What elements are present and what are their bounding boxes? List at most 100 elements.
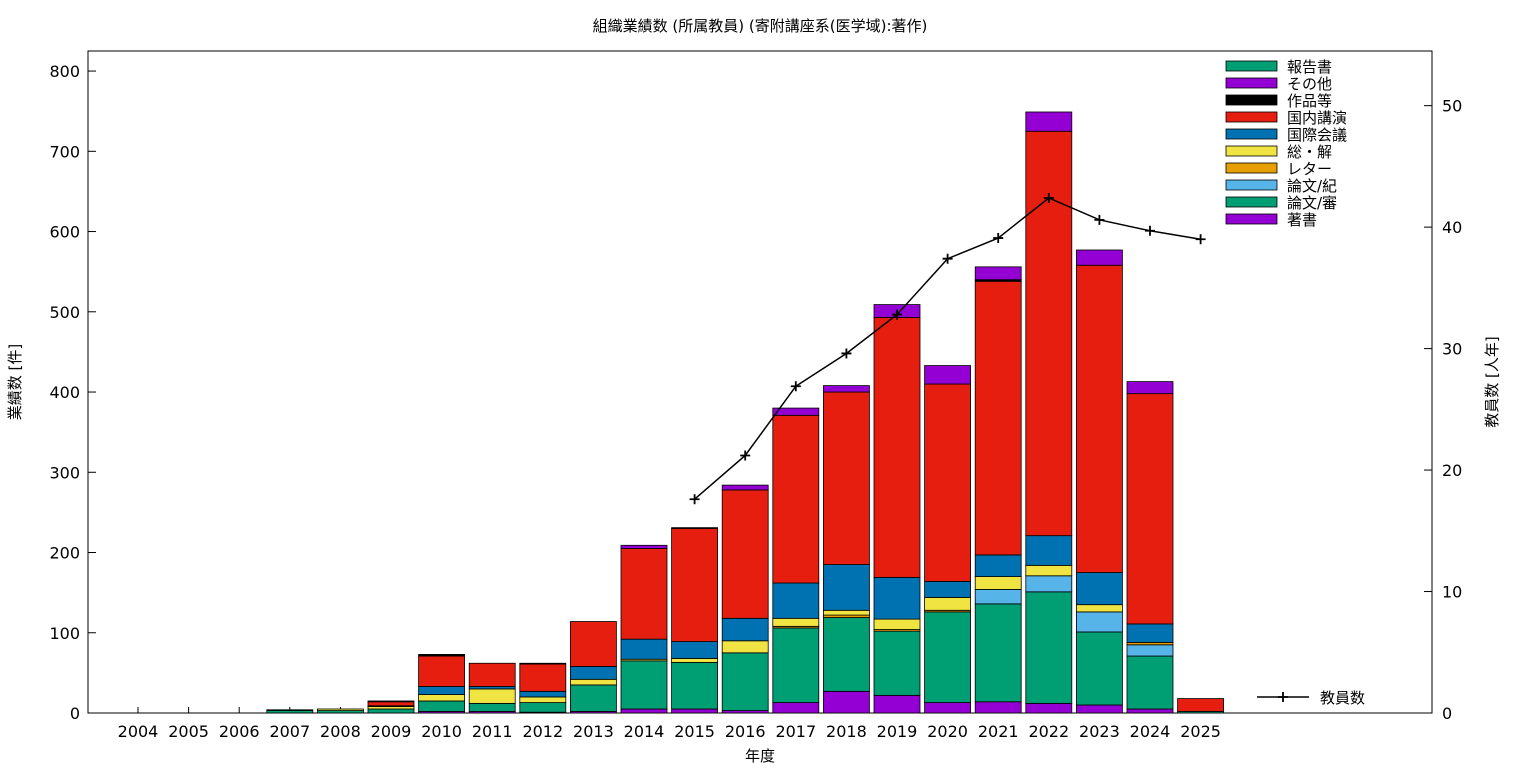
bar-segment [974,603,1022,703]
bar-segment [418,655,466,687]
x-tick-label: 2011 [472,722,513,741]
bar-segment [721,489,769,619]
bar-segment [1126,381,1174,395]
legend-swatch [1225,128,1278,140]
bar-segment [873,630,921,696]
bar-segment [519,663,567,692]
x-tick-label: 2008 [320,722,361,741]
line-point [689,494,700,505]
legend-swatch [1225,94,1278,106]
bar-segment [1076,631,1123,706]
bar-segment [823,385,870,393]
y-tick-label: 300 [49,463,80,482]
bar-segment [316,708,364,711]
bar-segment [468,702,516,712]
line-point [1145,225,1155,236]
bar-segment [924,611,971,703]
bar-segment [468,688,516,704]
bar-segment [671,662,718,710]
legend-label: 報告書 [1287,58,1332,76]
y-tick-label: 200 [49,544,80,563]
bar-segment [721,652,769,711]
x-tick-label: 2023 [1079,722,1120,741]
bar-segment [974,589,1022,605]
bar-segment [1076,604,1123,613]
bar-segment [671,528,718,642]
bar-segment [873,576,921,620]
x-tick-label: 2017 [775,722,816,741]
y2-axis-label: 教員数 [人年] [1483,336,1501,427]
bar-segment [620,638,668,660]
y2-tick-label: 40 [1442,218,1462,237]
bar-segment [570,666,617,680]
y-tick-label: 400 [49,383,80,402]
x-tick-label: 2025 [1180,722,1221,741]
line-point [1094,214,1105,225]
bar-segment [1025,591,1073,704]
x-tick-label: 2021 [978,722,1019,741]
bar-segment [519,702,567,713]
y2-tick-label: 20 [1442,461,1462,480]
bar-segment [1025,130,1073,537]
bar-segment [1025,575,1073,593]
bar-segment [468,662,516,687]
bar-segment [823,617,870,692]
x-tick-label: 2005 [168,722,209,741]
bar-segment [772,582,820,619]
bar-segment [367,701,415,707]
bar-segment [924,581,971,598]
bar-segment [620,708,668,714]
bar-segment [570,684,617,712]
y2-tick-label: 50 [1442,97,1462,116]
bar-segment [367,708,415,714]
bar-segment [418,694,466,702]
x-tick-label: 2018 [826,722,867,741]
legend-label: 国内講演 [1287,109,1347,127]
x-tick-label: 2019 [877,722,918,741]
x-tick-label: 2009 [371,722,412,741]
line-point [740,450,751,461]
bar-segment [1076,704,1123,714]
bar-segment [772,414,820,584]
bar-segment [924,383,971,582]
bar-segment [823,564,870,611]
bar-segment [974,701,1022,714]
bar-segment [772,617,820,627]
x-tick-label: 2010 [421,722,462,741]
bar-segment [924,702,971,714]
bar-segment [924,597,971,611]
bar-segment [671,641,718,659]
bar-segment [1076,264,1123,573]
bar-segment [519,690,567,698]
legend-label: その他 [1287,75,1332,93]
bar-segment [823,690,870,714]
x-tick-label: 2013 [573,722,614,741]
x-tick-label: 2004 [118,722,159,741]
y-tick-label: 600 [49,223,80,242]
line-point [1195,234,1206,245]
legend-label: 論文/審 [1287,194,1337,212]
bar-segment [620,544,668,549]
y2-tick-label: 0 [1442,704,1452,723]
bar-segment [570,678,617,686]
chart-title: 組織業績数 (所属教員) (寄附講座系(医学域):著作) [593,17,928,35]
legend-swatch [1225,162,1278,174]
bar-segment [620,660,668,710]
x-tick-label: 2022 [1028,722,1069,741]
legend-label: 作品等 [1287,92,1332,110]
legend-label: 著書 [1287,211,1317,229]
bar-segment [873,618,921,630]
bar-segment [418,686,466,695]
bar-segment [367,700,415,703]
legend-label: 論文/紀 [1287,177,1337,195]
legend-swatch [1225,179,1278,191]
bar-segment [1076,611,1123,633]
bar-segment [974,554,1022,577]
bar-segment [1025,702,1073,714]
bar-segment [1076,249,1123,266]
bar-segment [671,527,718,529]
bar-segment [519,662,567,665]
bar-segment [721,484,769,491]
legend-label: レター [1287,160,1332,178]
